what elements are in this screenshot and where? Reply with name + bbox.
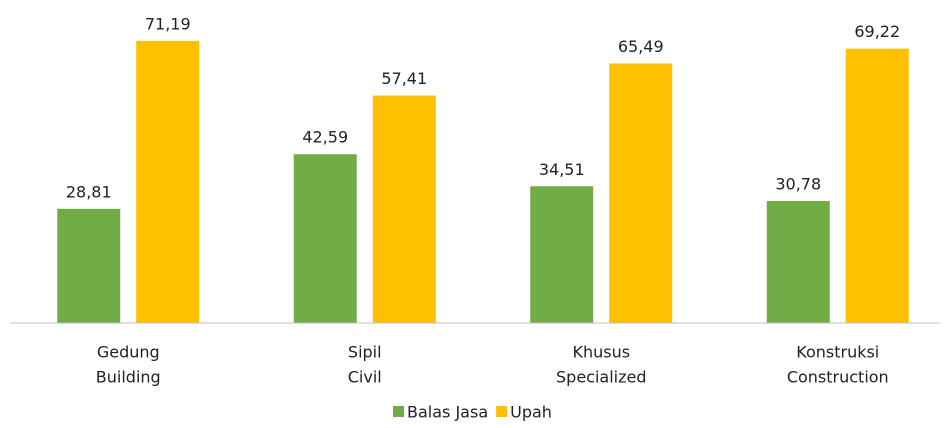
data-label: 28,81 bbox=[66, 182, 112, 201]
x-tick-label: Specialized bbox=[556, 368, 647, 387]
x-tick-label: Gedung bbox=[97, 343, 160, 362]
legend-swatch bbox=[496, 406, 508, 417]
x-tick-label: Sipil bbox=[348, 343, 382, 362]
data-label: 57,41 bbox=[381, 69, 427, 88]
x-tick-label: Construction bbox=[787, 368, 889, 387]
x-tick-label: Khusus bbox=[572, 343, 630, 362]
data-label: 65,49 bbox=[618, 37, 664, 56]
x-tick-label: Konstruksi bbox=[796, 343, 879, 362]
x-tick-label: Building bbox=[96, 368, 161, 387]
bar bbox=[293, 154, 357, 323]
legend-label: Upah bbox=[510, 403, 552, 422]
x-tick-label: Civil bbox=[348, 368, 382, 387]
data-label: 30,78 bbox=[775, 175, 821, 194]
bar bbox=[845, 48, 909, 323]
data-label: 69,22 bbox=[854, 22, 900, 41]
data-label: 34,51 bbox=[539, 160, 585, 179]
data-label: 71,19 bbox=[145, 14, 191, 33]
bar bbox=[609, 63, 673, 323]
legend-label: Balas Jasa bbox=[407, 403, 488, 422]
bar bbox=[57, 208, 121, 323]
data-label: 42,59 bbox=[302, 128, 348, 147]
bar bbox=[530, 186, 594, 323]
bar bbox=[136, 40, 200, 323]
bar bbox=[766, 201, 830, 323]
bar bbox=[372, 95, 436, 323]
legend-swatch bbox=[393, 406, 404, 417]
